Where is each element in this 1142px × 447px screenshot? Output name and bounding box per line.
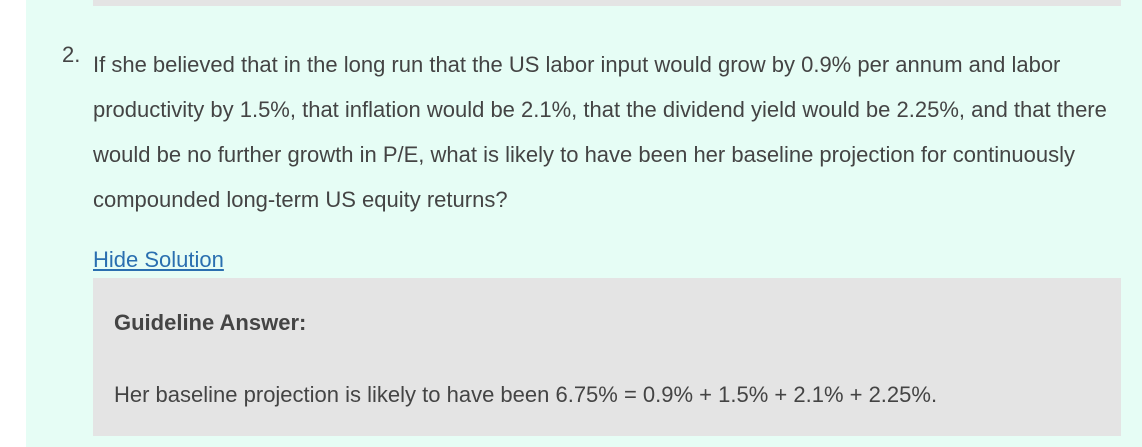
solution-answer: Her baseline projection is likely to hav… [114, 382, 938, 407]
hide-solution-link[interactable]: Hide Solution [93, 247, 224, 272]
question-number: 2. [62, 42, 81, 67]
question-text: If she believed that in the long run tha… [93, 52, 1107, 212]
solution-box: Guideline Answer: Her baseline projectio… [93, 278, 1121, 436]
previous-solution-box [93, 0, 1121, 6]
solution-heading: Guideline Answer: [114, 310, 307, 335]
